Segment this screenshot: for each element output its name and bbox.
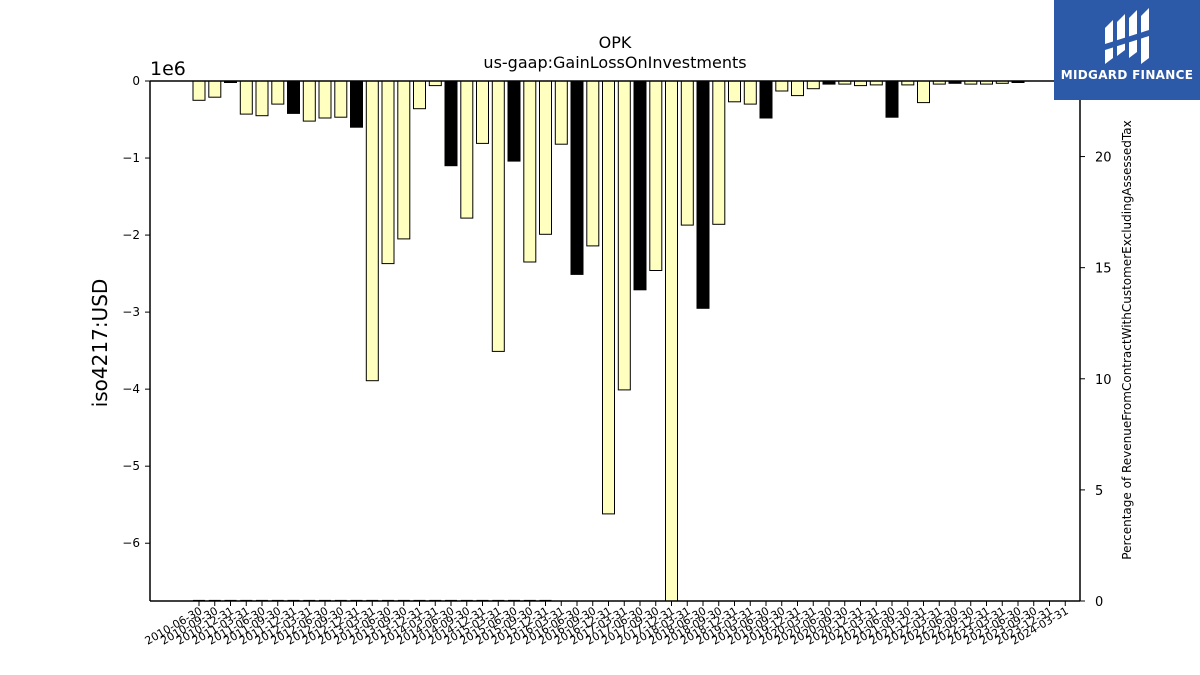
midgard-logo-icon [1105, 8, 1149, 64]
bar [602, 80, 615, 515]
bar [885, 80, 899, 118]
midgard-finance-logo: MIDGARD FINANCE [1054, 0, 1200, 100]
bar [302, 80, 316, 122]
bar [696, 80, 710, 309]
y2-tick-label: 5 [1095, 484, 1103, 499]
bar [271, 80, 285, 105]
y-axis-label: iso4217:USD [88, 279, 112, 408]
bar [413, 80, 426, 110]
bar [633, 80, 647, 291]
bar [365, 80, 379, 382]
bar [539, 80, 552, 235]
y2-tick-label: 20 [1095, 151, 1112, 166]
bar [318, 80, 332, 119]
y-tick-label: −3 [122, 305, 140, 319]
bar [460, 80, 474, 219]
y-tick-label: −1 [122, 151, 140, 165]
y-tick-label: −2 [122, 228, 140, 242]
bar [728, 80, 741, 103]
y-tick-label: −6 [122, 536, 140, 550]
y2-axis-label: Percentage of RevenueFromContractWithCus… [1120, 120, 1134, 559]
bar [255, 80, 269, 117]
logo-text: MIDGARD FINANCE [1060, 68, 1194, 82]
bar [917, 80, 930, 104]
y2-tick-label: 15 [1095, 262, 1112, 277]
y-tick-label: 0 [132, 74, 140, 88]
bar [507, 80, 521, 162]
bar [444, 80, 458, 167]
bar [239, 80, 253, 115]
bar [192, 80, 206, 101]
bar [743, 80, 757, 105]
y2-tick-label: 10 [1095, 373, 1112, 388]
bar [570, 80, 584, 275]
y-tick-label: −4 [122, 382, 140, 396]
bar [806, 80, 820, 90]
bar [759, 80, 773, 119]
bar [680, 80, 694, 226]
bar [586, 80, 600, 247]
y-tick-label: −5 [122, 459, 140, 473]
bar [791, 80, 804, 97]
bar [350, 80, 363, 128]
bar [287, 80, 300, 114]
bar [712, 80, 726, 225]
bar [491, 80, 505, 352]
bar [617, 80, 631, 391]
bar [208, 80, 222, 98]
bar [649, 80, 663, 271]
chart-title: OPK [599, 33, 632, 52]
bar [665, 80, 678, 602]
y2-tick-label: 0 [1095, 595, 1103, 610]
chart-subtitle: us-gaap:GainLossOnInvestments [483, 53, 746, 72]
y-offset-label: 1e6 [150, 58, 186, 80]
bar [476, 80, 489, 144]
bar [334, 80, 348, 118]
bar [397, 80, 411, 240]
bar [381, 80, 395, 265]
bar [523, 80, 537, 263]
bar [554, 80, 568, 145]
bar [775, 80, 789, 92]
